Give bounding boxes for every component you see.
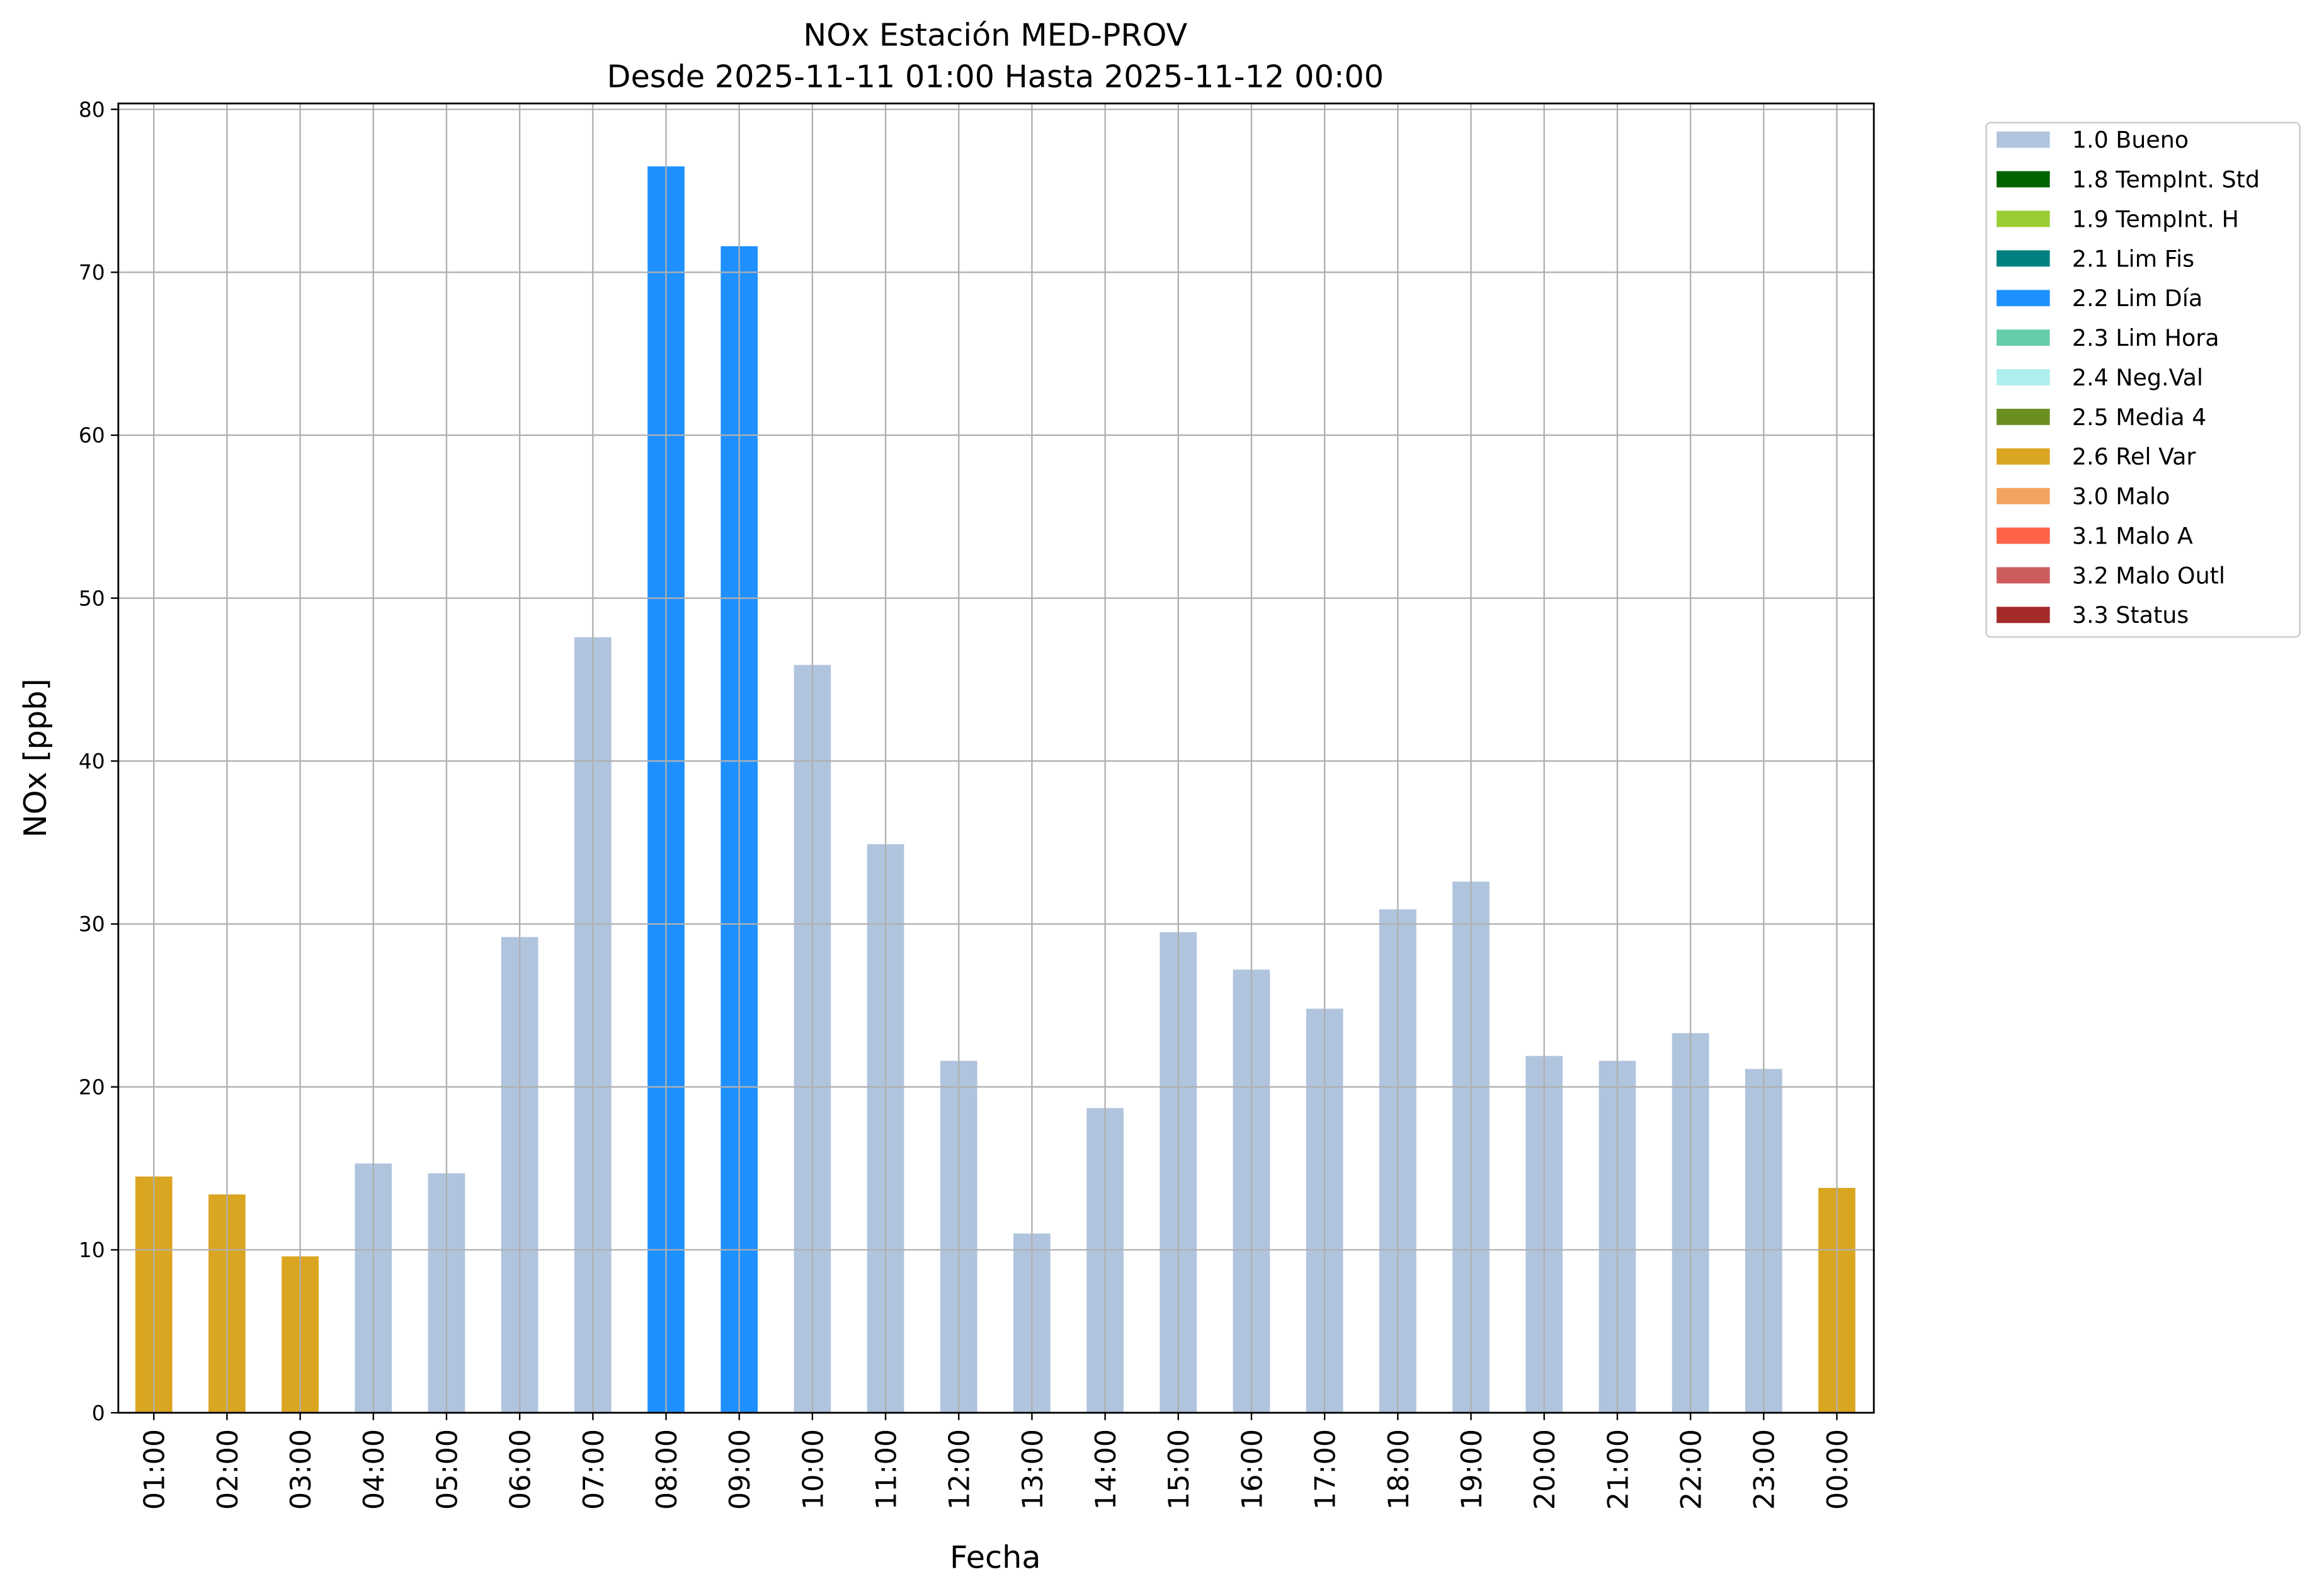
y-tick-label: 20 xyxy=(79,1074,105,1099)
legend-label: 2.6 Rel Var xyxy=(2072,443,2196,470)
legend-swatch xyxy=(1997,369,2050,385)
y-axis: 0 10 20 30 40 50 60 70 80 xyxy=(79,97,118,1425)
x-tick-label: 20:00 xyxy=(1529,1429,1561,1510)
chart-title: NOx Estación MED-PROV xyxy=(803,17,1187,54)
y-axis-label: NOx [ppb] xyxy=(17,678,54,838)
x-tick-label: 12:00 xyxy=(943,1429,976,1510)
x-tick-label: 17:00 xyxy=(1309,1429,1342,1510)
x-tick-label: 02:00 xyxy=(212,1429,244,1510)
x-tick-label: 16:00 xyxy=(1236,1429,1268,1510)
legend-label: 2.4 Neg.Val xyxy=(2072,364,2203,391)
legend-label: 1.0 Bueno xyxy=(2072,127,2189,154)
legend-label: 3.1 Malo A xyxy=(2072,522,2193,549)
legend-label: 2.3 Lim Hora xyxy=(2072,324,2219,351)
x-tick-label: 18:00 xyxy=(1382,1429,1415,1510)
plot-frame xyxy=(117,102,1875,1414)
x-tick-label: 03:00 xyxy=(285,1429,317,1510)
legend-frame xyxy=(1985,122,2301,638)
x-tick-label: 21:00 xyxy=(1602,1429,1634,1510)
legend-swatch xyxy=(1997,171,2050,188)
x-tick-label: 23:00 xyxy=(1748,1429,1781,1510)
y-tick-label: 60 xyxy=(79,423,105,448)
legend-label: 2.5 Media 4 xyxy=(2072,404,2206,431)
legend: 1.0 Bueno 1.8 TempInt. Std 1.9 TempInt. H 2… xyxy=(1985,122,2301,638)
x-tick-label: 15:00 xyxy=(1163,1429,1195,1510)
legend-label: 3.2 Malo Outl xyxy=(2072,562,2225,589)
y-tick-label: 80 xyxy=(79,97,105,122)
legend-swatch xyxy=(1997,567,2050,584)
x-tick-label: 14:00 xyxy=(1090,1429,1122,1510)
legend-swatch xyxy=(1997,290,2050,307)
x-tick-label: 07:00 xyxy=(578,1429,610,1510)
legend-label: 2.1 Lim Fis xyxy=(2072,245,2194,272)
grid-lines xyxy=(118,103,1874,1414)
legend-swatch xyxy=(1997,131,2050,148)
x-tick-label: 01:00 xyxy=(139,1429,171,1510)
legend-swatch xyxy=(1997,607,2050,624)
legend-label: 1.9 TempInt. H xyxy=(2072,205,2239,232)
x-tick-label: 08:00 xyxy=(651,1429,683,1510)
legend-label: 3.3 Status xyxy=(2072,601,2189,629)
x-tick-label: 00:00 xyxy=(1821,1429,1854,1510)
legend-label: 2.2 Lim Día xyxy=(2072,285,2202,312)
chart-subtitle: Desde 2025-11-11 01:00 Hasta 2025-11-12 … xyxy=(607,58,1384,94)
y-tick-label: 10 xyxy=(79,1238,105,1262)
legend-swatch xyxy=(1997,329,2050,346)
x-tick-label: 09:00 xyxy=(724,1429,756,1510)
x-axis-label: Fecha xyxy=(950,1539,1041,1575)
y-tick-label: 70 xyxy=(79,260,105,285)
legend-label: 3.0 Malo xyxy=(2072,483,2170,510)
x-tick-label: 06:00 xyxy=(504,1429,537,1510)
x-tick-label: 22:00 xyxy=(1675,1429,1708,1510)
x-axis: 01:00 02:00 03:00 04:00 05:00 06:00 07:00 08:00… xyxy=(139,1413,1854,1510)
x-tick-label: 05:00 xyxy=(431,1429,464,1510)
y-tick-label: 30 xyxy=(79,912,105,937)
legend-swatch xyxy=(1997,250,2050,267)
legend-swatch xyxy=(1997,448,2050,465)
bars xyxy=(135,166,1855,1413)
x-tick-label: 04:00 xyxy=(358,1429,390,1510)
legend-swatch xyxy=(1997,487,2050,504)
y-tick-label: 0 xyxy=(92,1401,105,1425)
x-tick-label: 19:00 xyxy=(1456,1429,1488,1510)
y-tick-label: 40 xyxy=(79,749,105,773)
legend-swatch xyxy=(1997,210,2050,227)
x-tick-label: 11:00 xyxy=(870,1429,903,1510)
legend-swatch xyxy=(1997,408,2050,425)
x-tick-label: 10:00 xyxy=(797,1429,829,1510)
x-tick-label: 13:00 xyxy=(1017,1429,1049,1510)
legend-label: 1.8 TempInt. Std xyxy=(2072,166,2260,193)
y-tick-label: 50 xyxy=(79,586,105,610)
legend-swatch xyxy=(1997,527,2050,544)
